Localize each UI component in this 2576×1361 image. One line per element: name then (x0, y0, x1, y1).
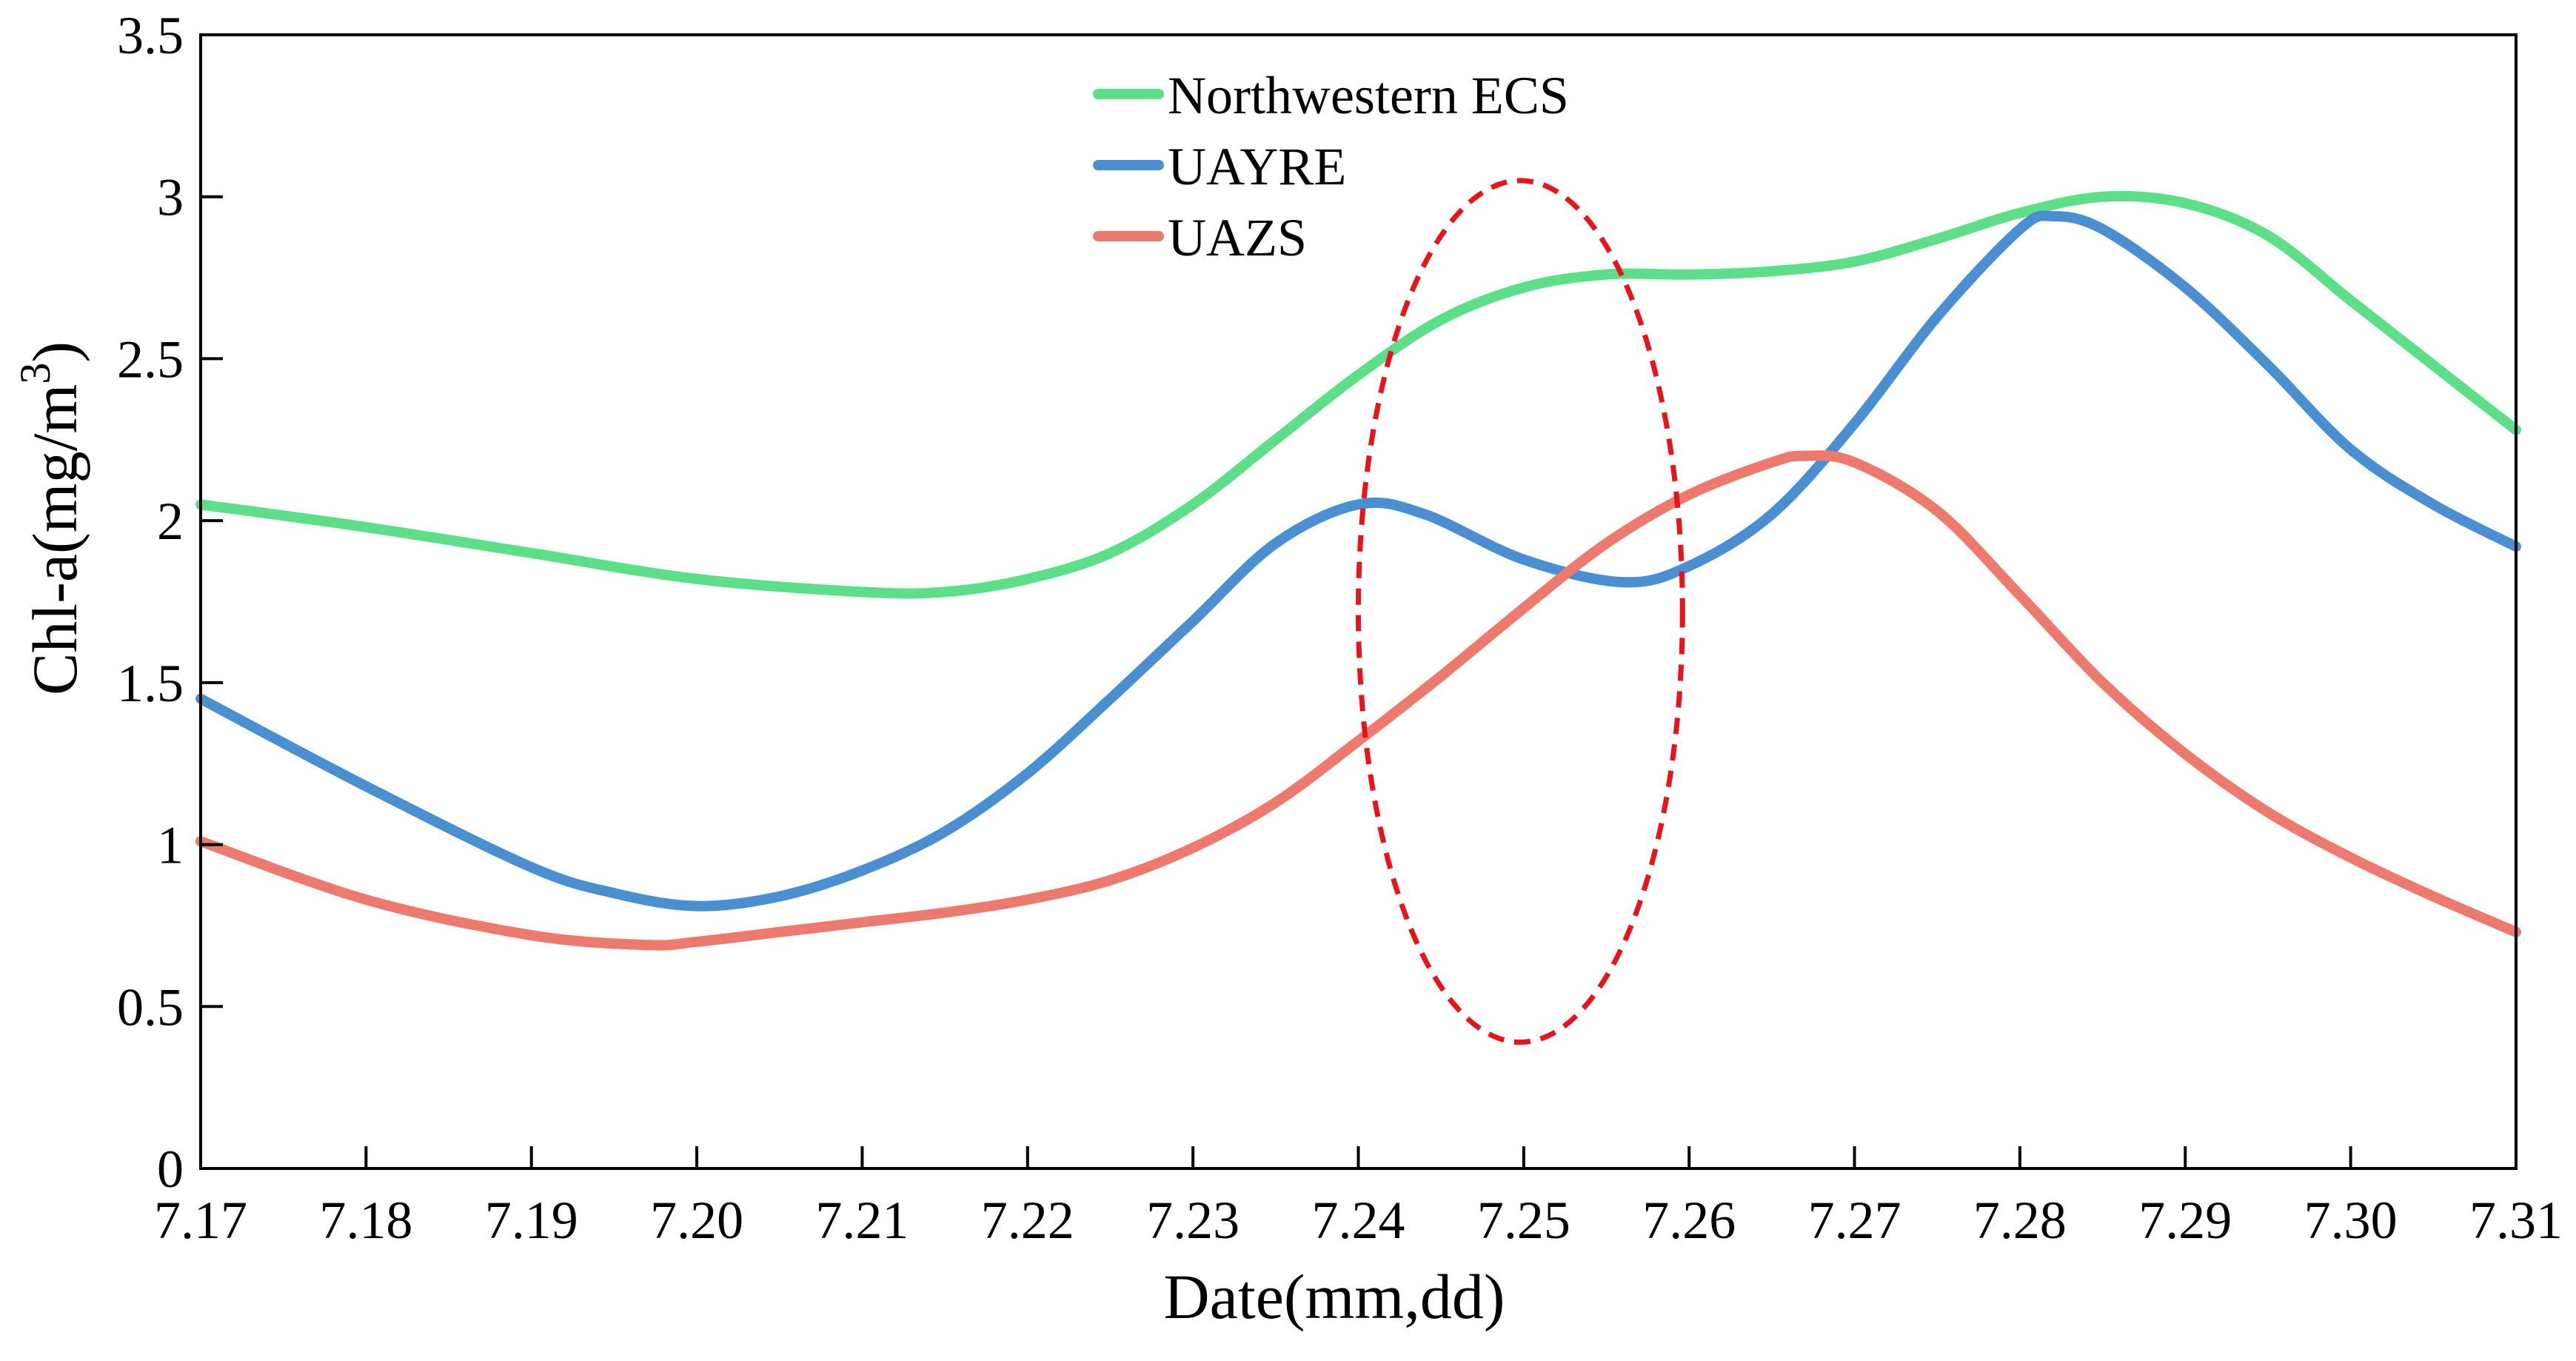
y-tick-label: 0 (157, 1140, 184, 1199)
series-line-uayre (195, 210, 2521, 912)
annotation-layer (1355, 178, 1685, 1045)
x-tick-label: 7.20 (650, 1191, 743, 1250)
x-tick-label: 7.31 (2469, 1191, 2563, 1250)
y-tick-label: 3 (157, 168, 184, 227)
y-tick-label: 2.5 (117, 330, 184, 389)
y-tick-label: 2 (157, 492, 184, 551)
x-tick-label: 7.26 (1642, 1191, 1736, 1250)
series-line-uazs (195, 450, 2521, 951)
x-tick-label: 7.24 (1312, 1191, 1405, 1250)
x-tick-label: 7.29 (2138, 1191, 2232, 1250)
legend-label-northwestern-ecs: Northwestern ECS (1168, 66, 1569, 125)
x-tick-label: 7.23 (1146, 1191, 1240, 1250)
legend-label-uayre: UAYRE (1168, 137, 1346, 196)
highlight-ellipse (1355, 178, 1685, 1045)
axes-layer: 7.17 7.18 7.19 7.20 7.21 7.22 7.23 7.24 7.25 7.26… (117, 6, 2563, 1250)
series-layer (195, 190, 2521, 951)
x-tick-label: 7.17 (154, 1191, 247, 1250)
legend: Northwestern ECS UAYRE UAZS (1093, 66, 1569, 267)
x-tick-label: 7.22 (981, 1191, 1074, 1250)
y-tick-label: 0.5 (117, 977, 184, 1037)
x-axis-title: Date(mm,dd) (1164, 1261, 1505, 1332)
y-tick-label: 1 (157, 816, 184, 875)
x-tick-label: 7.27 (1808, 1191, 1901, 1250)
x-tick-label: 7.28 (1973, 1191, 2067, 1250)
y-axis-title: Chl-a(mg/m3) (11, 341, 90, 695)
x-tick-label: 7.18 (319, 1191, 412, 1250)
y-axis-title-close: ) (19, 341, 90, 363)
legend-label-uazs: UAZS (1168, 208, 1307, 267)
x-tick-label: 7.19 (485, 1191, 578, 1250)
y-axis-title-superscript: 3 (11, 363, 59, 384)
y-tick-label: 3.5 (117, 6, 184, 65)
y-axis-title-main: Chl-a(mg/m (19, 384, 90, 695)
y-tick-label: 1.5 (117, 654, 184, 713)
x-tick-label: 7.25 (1477, 1191, 1570, 1250)
x-tick-label: 7.21 (815, 1191, 909, 1250)
series-line-northwestern-ecs (195, 190, 2521, 599)
x-tick-label: 7.30 (2304, 1191, 2398, 1250)
